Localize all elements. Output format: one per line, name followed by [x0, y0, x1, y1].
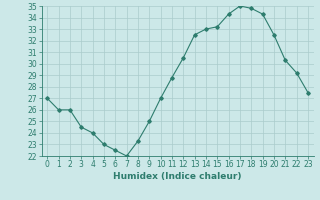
X-axis label: Humidex (Indice chaleur): Humidex (Indice chaleur)	[113, 172, 242, 181]
